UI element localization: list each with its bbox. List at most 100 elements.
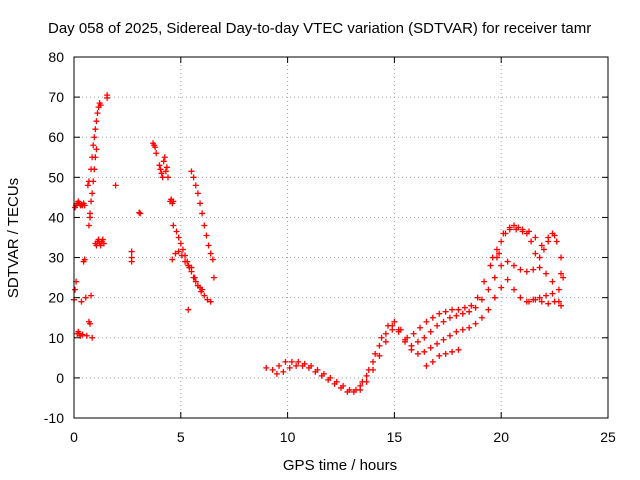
data-point <box>299 362 306 369</box>
data-point <box>498 262 505 269</box>
data-point <box>82 294 89 301</box>
data-point <box>205 242 212 249</box>
data-point <box>472 304 479 311</box>
data-point <box>558 254 565 261</box>
y-tick-label: 10 <box>48 330 64 346</box>
data-point <box>199 210 206 217</box>
data-point <box>173 228 180 235</box>
data-point <box>446 332 453 339</box>
data-point <box>198 288 205 295</box>
data-point <box>163 164 170 171</box>
data-point <box>182 258 189 265</box>
data-point <box>523 230 530 237</box>
data-point <box>85 222 92 229</box>
data-point <box>449 348 456 355</box>
data-point <box>489 254 496 261</box>
data-point <box>280 368 287 375</box>
data-points <box>71 92 567 395</box>
data-point <box>408 346 415 353</box>
series-late-spread <box>493 222 567 281</box>
data-point <box>282 358 289 365</box>
plot-frame <box>73 56 609 419</box>
data-point <box>286 364 293 371</box>
data-point <box>498 284 505 291</box>
data-point <box>551 298 558 305</box>
data-point <box>453 328 460 335</box>
data-point <box>160 158 167 165</box>
data-point <box>370 358 377 365</box>
data-point <box>201 222 208 229</box>
data-point <box>157 166 164 173</box>
series-isolated-b <box>185 274 217 313</box>
data-point <box>440 318 447 325</box>
data-point <box>523 268 530 275</box>
data-point <box>436 352 443 359</box>
y-tick-label: 40 <box>48 209 64 225</box>
series-plateau-33 <box>92 236 107 249</box>
data-point <box>543 292 550 299</box>
data-point <box>414 338 421 345</box>
data-point <box>90 142 97 149</box>
data-point <box>466 324 473 331</box>
data-point <box>466 308 473 315</box>
data-point <box>350 388 357 395</box>
data-point <box>203 232 210 239</box>
data-point <box>485 286 492 293</box>
data-point <box>449 306 456 313</box>
data-point <box>536 294 543 301</box>
data-point <box>429 314 436 321</box>
data-point <box>177 240 184 247</box>
x-tick-label: 0 <box>70 429 78 445</box>
series-steep-mid <box>85 146 100 229</box>
data-point <box>156 162 163 169</box>
data-point <box>382 330 389 337</box>
data-point <box>436 310 443 317</box>
data-point <box>491 294 498 301</box>
data-point <box>558 302 565 309</box>
y-tick-label: 20 <box>48 290 64 306</box>
data-point <box>191 274 198 281</box>
data-point <box>549 290 556 297</box>
data-point <box>88 292 95 299</box>
data-point <box>204 296 211 303</box>
x-tick-label: 25 <box>600 429 616 445</box>
data-point <box>89 334 96 341</box>
x-axis-label: GPS time / hours <box>283 457 397 474</box>
data-point <box>94 110 101 117</box>
data-point <box>532 250 539 257</box>
data-point <box>370 366 377 373</box>
data-point <box>128 258 135 265</box>
data-point <box>525 298 532 305</box>
data-point <box>417 324 424 331</box>
data-point <box>357 386 364 393</box>
data-point <box>485 306 492 313</box>
data-point <box>194 282 201 289</box>
data-point <box>472 320 479 327</box>
data-point <box>112 182 119 189</box>
data-point <box>209 256 216 263</box>
data-point <box>331 380 338 387</box>
data-point <box>92 154 99 161</box>
data-point <box>172 250 179 257</box>
data-point <box>104 94 111 101</box>
data-point <box>455 306 462 313</box>
data-point <box>481 278 488 285</box>
data-point <box>538 298 545 305</box>
series-evening-2 <box>273 258 562 395</box>
data-point <box>423 362 430 369</box>
data-point <box>269 366 276 373</box>
data-point <box>532 296 539 303</box>
data-point <box>263 364 270 371</box>
data-point <box>152 144 159 151</box>
data-point <box>423 318 430 325</box>
data-point <box>159 174 166 181</box>
data-point <box>84 182 91 189</box>
data-point <box>136 209 143 216</box>
data-point <box>207 250 214 257</box>
series-descent-c <box>188 168 216 263</box>
data-point <box>91 166 98 173</box>
data-point <box>175 234 182 241</box>
data-point <box>538 242 545 249</box>
data-point <box>453 312 460 319</box>
